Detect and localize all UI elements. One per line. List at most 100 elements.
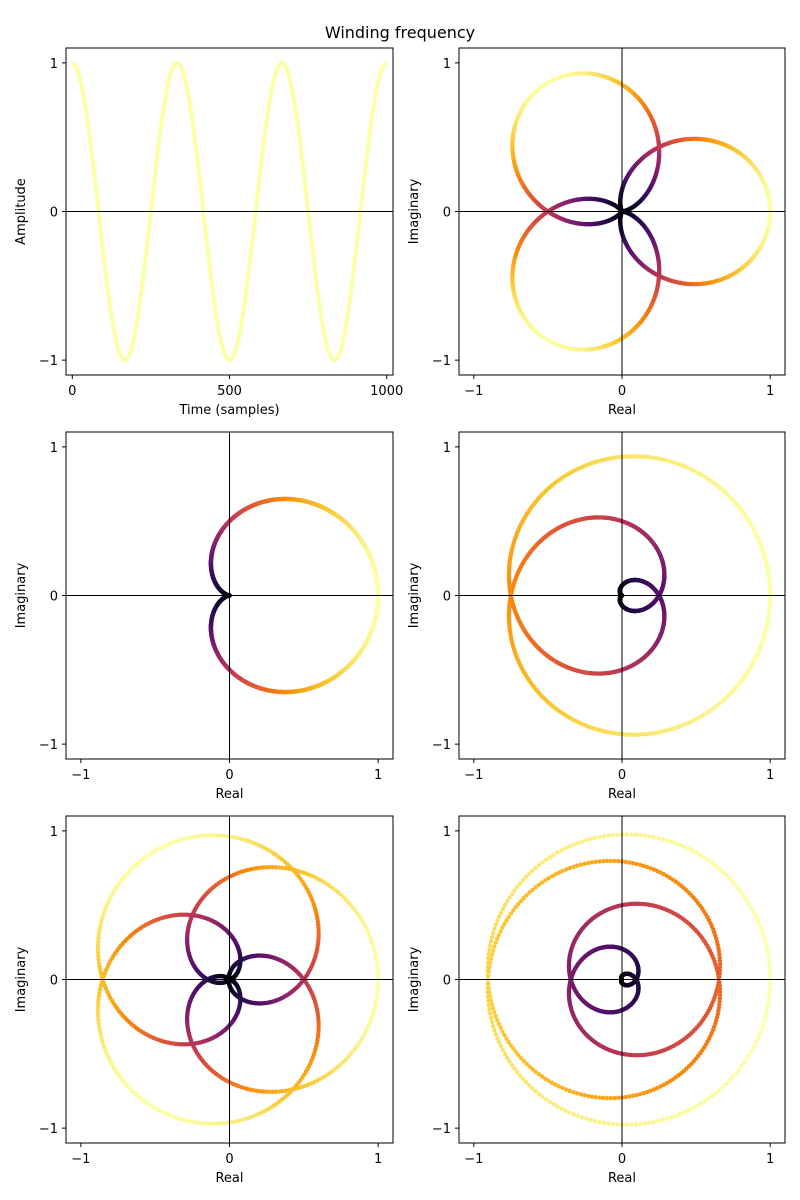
x-tick-label: −1 <box>71 1152 90 1167</box>
winding-point <box>664 873 669 879</box>
winding-point <box>207 1121 212 1126</box>
x-tick-label: 0 <box>618 768 626 783</box>
winding-point <box>602 457 608 462</box>
x-tick-label: 1 <box>374 768 382 783</box>
winding-point <box>373 999 379 1004</box>
winding-point <box>98 970 104 976</box>
winding-point <box>604 1095 610 1101</box>
winding-point <box>561 663 566 668</box>
winding-point <box>505 1055 510 1060</box>
winding-point <box>571 842 576 847</box>
winding-point <box>567 471 572 476</box>
winding-point <box>485 968 490 974</box>
winding-point <box>113 1068 119 1074</box>
winding-point <box>651 645 656 650</box>
y-tick-label: −1 <box>432 354 451 369</box>
winding-point <box>713 992 718 997</box>
winding-point <box>733 1071 738 1076</box>
winding-point <box>502 1051 508 1057</box>
x-tick-label: −1 <box>464 384 483 399</box>
winding-point <box>372 1006 377 1012</box>
x-axis-label: Time (samples) <box>178 403 279 418</box>
winding-point <box>678 1039 683 1045</box>
winding-point <box>506 614 512 619</box>
winding-point <box>567 844 572 849</box>
winding-point <box>605 944 611 949</box>
winding-point <box>582 861 587 866</box>
winding-point <box>595 671 600 676</box>
winding-point <box>612 1095 617 1101</box>
plot-area <box>95 833 381 1126</box>
winding-point <box>364 1027 369 1033</box>
winding-point <box>225 834 230 839</box>
winding-point <box>549 1080 555 1085</box>
winding-point <box>690 1029 696 1034</box>
winding-point <box>276 865 282 870</box>
winding-point <box>600 728 605 734</box>
winding-point <box>523 874 529 880</box>
winding-point <box>717 989 723 995</box>
winding-point <box>606 1121 611 1126</box>
winding-point <box>144 853 149 859</box>
y-tick-label: 1 <box>443 441 451 456</box>
winding-point <box>595 459 600 464</box>
winding-point <box>229 834 234 839</box>
winding-point <box>111 888 117 894</box>
winding-point <box>553 527 558 532</box>
winding-point <box>766 576 772 581</box>
winding-point <box>526 635 532 640</box>
winding-point <box>689 893 694 898</box>
winding-point <box>524 892 529 898</box>
winding-point <box>488 1015 494 1020</box>
winding-point <box>192 834 197 839</box>
winding-point <box>673 841 678 846</box>
winding-point <box>512 1066 517 1071</box>
winding-point <box>263 865 269 870</box>
winding-point <box>508 911 514 916</box>
winding-point <box>533 865 538 870</box>
winding-point <box>178 1116 183 1122</box>
winding-point <box>517 1073 523 1078</box>
winding-point <box>154 1106 159 1112</box>
winding-point <box>600 671 605 676</box>
winding-point <box>737 681 742 686</box>
winding-point <box>749 905 754 911</box>
winding-point <box>723 872 729 878</box>
winding-point <box>720 869 725 875</box>
winding-point <box>102 1045 107 1051</box>
winding-point <box>563 867 569 872</box>
winding-point <box>662 728 668 734</box>
winding-point <box>706 1008 711 1013</box>
winding-point <box>543 1097 549 1102</box>
winding-point <box>181 1117 187 1123</box>
winding-point <box>506 576 512 582</box>
winding-point <box>375 969 381 975</box>
winding-point <box>610 832 616 838</box>
winding-point <box>601 858 606 864</box>
winding-point <box>578 1092 583 1097</box>
winding-point <box>690 848 695 853</box>
winding-point <box>717 964 723 970</box>
winding-point <box>498 1044 504 1049</box>
winding-point <box>751 660 756 665</box>
winding-point <box>500 1029 505 1034</box>
winding-point <box>106 898 112 903</box>
winding-point <box>154 847 159 853</box>
winding-point <box>249 1114 255 1119</box>
winding-point <box>713 1090 718 1096</box>
winding-point <box>681 885 687 891</box>
winding-point <box>98 922 103 927</box>
winding-point <box>97 1028 103 1034</box>
winding-point <box>266 864 272 870</box>
winding-point <box>214 833 219 838</box>
winding-point <box>498 1025 503 1030</box>
winding-point <box>546 700 552 706</box>
winding-point <box>218 833 223 838</box>
winding-point <box>702 1099 707 1104</box>
winding-point <box>515 530 520 535</box>
winding-point <box>714 936 719 941</box>
winding-point <box>597 515 602 520</box>
winding-points <box>485 832 773 1127</box>
winding-point <box>496 1040 502 1045</box>
